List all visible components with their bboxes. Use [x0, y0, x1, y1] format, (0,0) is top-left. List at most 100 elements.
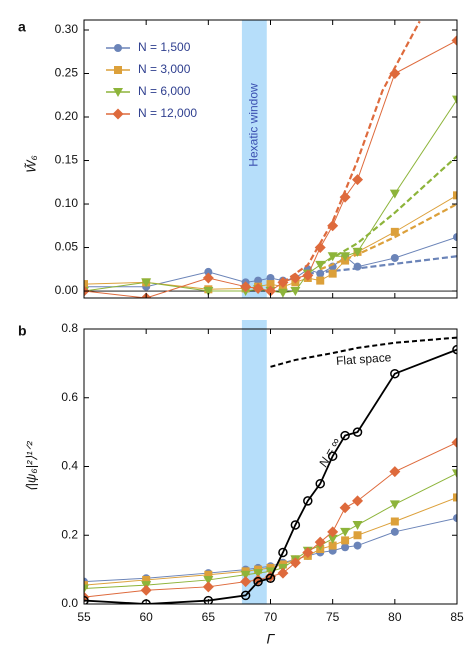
marker: [84, 595, 89, 604]
marker: [302, 546, 314, 558]
y-tick-label: 0.05: [55, 240, 79, 254]
annotation: Hexatic window: [247, 83, 261, 167]
marker: [266, 280, 275, 289]
marker: [314, 242, 326, 254]
marker: [289, 557, 301, 569]
marker: [328, 269, 337, 278]
marker: [341, 543, 350, 552]
marker: [253, 576, 263, 587]
marker: [353, 531, 362, 540]
marker: [451, 436, 457, 448]
panel-label: a: [18, 19, 26, 35]
marker: [327, 451, 338, 461]
plot-area: [84, 320, 457, 604]
marker: [340, 430, 350, 441]
y-tick-label: 0.20: [55, 109, 79, 123]
marker: [390, 517, 399, 526]
fit-line: [319, 155, 457, 266]
marker: [352, 247, 363, 257]
marker: [389, 189, 400, 199]
fit-line: [282, 20, 421, 284]
marker: [352, 495, 364, 507]
marker: [316, 269, 325, 278]
marker: [203, 287, 214, 297]
marker: [278, 547, 288, 558]
marker: [253, 569, 264, 579]
y-tick-label: 0.10: [55, 196, 79, 210]
y-tick-label: 0.0: [61, 596, 78, 610]
marker: [389, 466, 401, 478]
marker: [390, 227, 399, 236]
marker: [390, 253, 399, 262]
marker: [352, 427, 363, 437]
marker: [389, 68, 401, 80]
marker: [352, 174, 364, 186]
marker: [390, 368, 400, 379]
annotation: Flat space: [336, 350, 393, 368]
marker: [202, 272, 214, 284]
x-tick-label: 80: [388, 610, 402, 624]
marker: [316, 276, 325, 285]
marker: [339, 502, 351, 514]
marker: [84, 584, 89, 594]
marker: [112, 108, 124, 120]
marker: [327, 252, 338, 262]
marker: [451, 34, 457, 46]
marker: [327, 220, 339, 232]
y-tick-label: 0.4: [61, 459, 78, 473]
marker: [266, 273, 275, 282]
marker: [204, 267, 213, 276]
y-tick-label: 0.15: [55, 153, 79, 167]
shaded-region: [241, 320, 267, 604]
x-tick-label: 65: [202, 610, 216, 624]
marker: [353, 262, 362, 271]
marker: [453, 514, 457, 523]
marker: [453, 493, 457, 502]
marker: [353, 541, 362, 550]
legend-label: N = 12,000: [138, 106, 197, 120]
marker: [453, 191, 457, 200]
marker: [203, 595, 214, 604]
x-axis-label: Γ: [267, 631, 276, 647]
marker: [289, 272, 301, 284]
marker: [203, 575, 214, 585]
marker: [390, 527, 399, 536]
y-tick-label: 0.8: [61, 321, 78, 335]
shaded-region: [241, 20, 267, 298]
x-tick-label: 60: [139, 610, 153, 624]
x-tick-label: 85: [450, 610, 464, 624]
marker: [141, 278, 152, 288]
y-tick-label: 0.30: [55, 22, 79, 36]
marker: [328, 541, 337, 550]
marker: [339, 191, 351, 203]
marker: [277, 567, 289, 579]
marker: [327, 534, 338, 544]
marker: [303, 496, 313, 506]
y-tick-label: 0.2: [61, 527, 78, 541]
x-tick-label: 70: [264, 610, 278, 624]
marker: [202, 581, 214, 593]
marker: [453, 233, 457, 242]
marker: [254, 276, 263, 285]
marker: [315, 260, 326, 270]
legend-label: N = 6,000: [138, 84, 191, 98]
marker: [327, 526, 339, 538]
marker: [142, 575, 151, 584]
marker: [252, 282, 264, 294]
marker: [341, 536, 350, 545]
marker: [452, 95, 457, 105]
marker: [315, 478, 325, 489]
plot-area: [84, 20, 457, 298]
x-tick-label: 55: [77, 610, 91, 624]
marker: [277, 276, 289, 288]
dashed-line: [270, 336, 457, 368]
marker: [240, 576, 252, 588]
marker: [452, 469, 457, 479]
series-line: [84, 40, 457, 298]
legend-label: N = 3,000: [138, 62, 191, 76]
marker: [113, 88, 123, 97]
marker: [114, 44, 122, 52]
fit-line: [319, 203, 457, 271]
y-tick-label: 0.6: [61, 390, 78, 404]
